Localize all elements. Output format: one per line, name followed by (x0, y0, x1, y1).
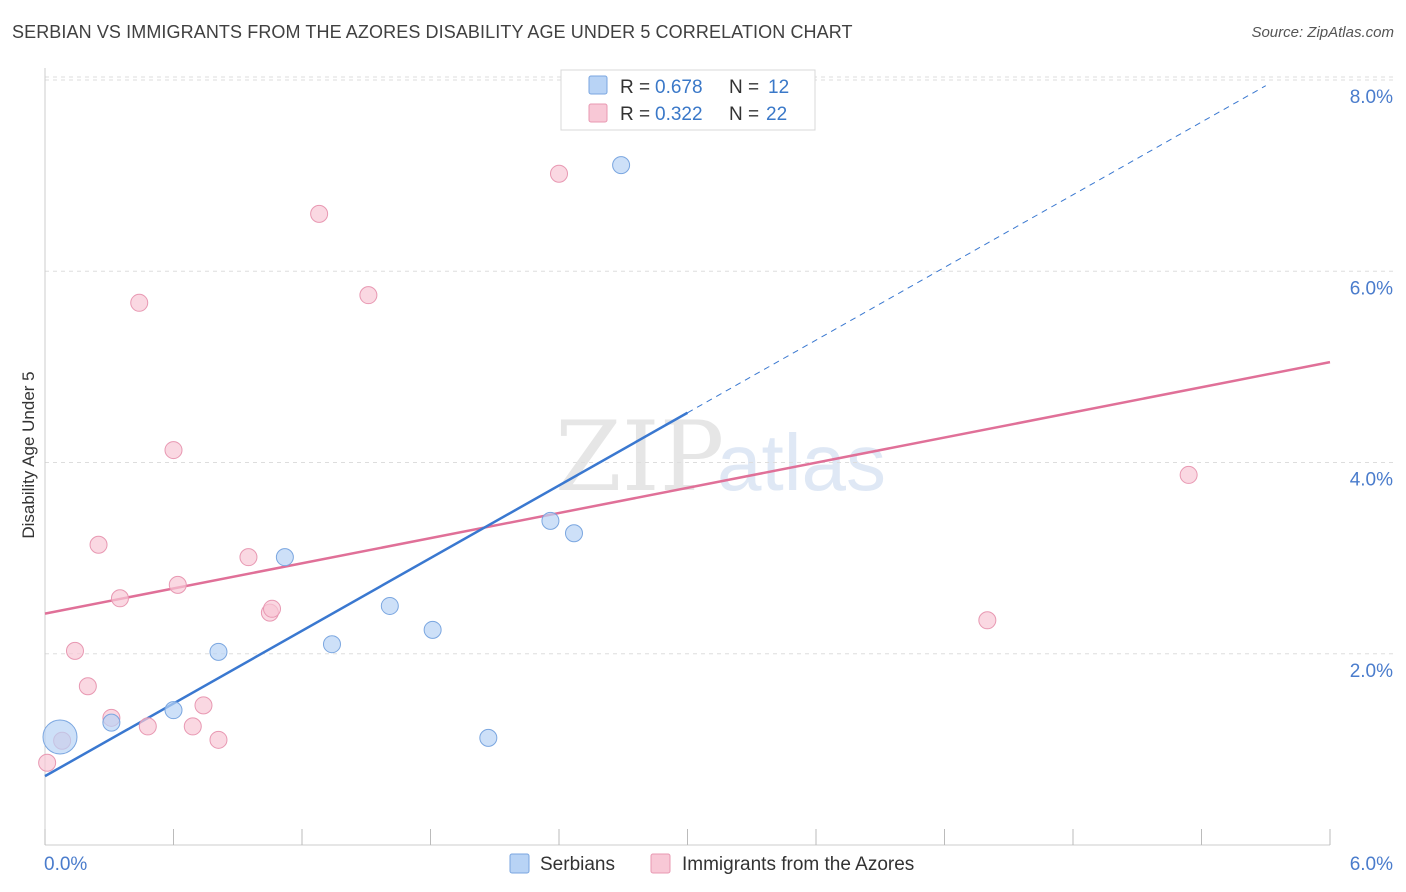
y-tick-label: 8.0% (1350, 87, 1393, 108)
legend-n-label: N = (729, 104, 759, 125)
y-tick-labels: 2.0% 4.0% 6.0% 8.0% (1350, 87, 1393, 682)
data-point-azores (263, 599, 282, 618)
scatter-points (38, 156, 1198, 772)
data-point-serbians (275, 548, 294, 567)
legend-label-azores: Immigrants from the Azores (682, 854, 914, 875)
data-point-azores (239, 548, 258, 567)
data-point-serbians (322, 635, 341, 654)
data-point-azores (89, 535, 108, 554)
legend-swatch-serbians-bottom (509, 853, 530, 874)
legend-n-label: N = (729, 77, 759, 98)
trendlines (44, 85, 1331, 778)
data-point-azores (110, 589, 129, 608)
data-point-serbians (612, 156, 631, 175)
source-label: Source: ZipAtlas.com (1251, 24, 1394, 41)
data-point-azores (78, 677, 97, 696)
y-tick-label: 2.0% (1350, 661, 1393, 682)
x-ticks (44, 829, 1331, 845)
data-point-azores (38, 753, 57, 772)
data-point-azores (1179, 465, 1198, 484)
data-point-azores (209, 730, 228, 749)
data-point-serbians (164, 701, 183, 720)
legend-swatch-azores-bottom (650, 853, 671, 874)
watermark-zip: ZIP (555, 401, 724, 513)
chart-title: SERBIAN VS IMMIGRANTS FROM THE AZORES DI… (12, 22, 853, 42)
data-point-serbians (564, 524, 583, 543)
data-point-serbians (479, 728, 498, 747)
trendline-serbians-extension (687, 85, 1266, 414)
data-point-serbians (541, 511, 560, 530)
legend-r-value-serbians: 0.678 (655, 77, 703, 98)
data-point-serbians (102, 713, 121, 732)
legend-swatch-serbians (588, 75, 608, 95)
x-tick-label-min: 0.0% (44, 854, 87, 875)
x-tick-label-max: 6.0% (1350, 854, 1393, 875)
data-point-azores (138, 717, 157, 736)
data-point-azores (164, 441, 183, 460)
y-axis-title: Disability Age Under 5 (19, 371, 38, 538)
gridlines (45, 76, 1393, 655)
legend-r-value-azores: 0.322 (655, 104, 703, 125)
data-point-serbians (423, 620, 442, 639)
data-point-serbians (42, 719, 78, 755)
data-point-azores (194, 696, 213, 715)
data-point-azores (359, 286, 378, 305)
y-tick-label: 4.0% (1350, 470, 1393, 491)
data-point-serbians (380, 596, 399, 615)
legend-r-label: R = (620, 77, 650, 98)
series-legend: Serbians Immigrants from the Azores (509, 853, 914, 875)
data-point-azores (550, 164, 568, 183)
watermark-atlas: atlas (717, 418, 886, 507)
data-point-azores (65, 641, 84, 660)
trendline-azores (44, 360, 1331, 615)
data-point-azores (130, 293, 149, 312)
legend-n-value-serbians: 12 (768, 77, 789, 98)
y-tick-label: 6.0% (1350, 278, 1393, 299)
data-point-azores (183, 717, 202, 736)
legend-r-label: R = (620, 104, 650, 125)
legend-swatch-azores (588, 103, 608, 123)
data-point-serbians (209, 642, 228, 661)
correlation-legend: R = 0.678 N = 12 R = 0.322 N = 22 (560, 69, 816, 131)
data-point-azores (310, 204, 329, 223)
legend-n-value-azores: 22 (766, 104, 787, 125)
trendline-serbians (44, 411, 689, 778)
data-point-azores (978, 611, 997, 630)
legend-label-serbians: Serbians (540, 854, 615, 875)
data-point-azores (168, 575, 187, 594)
